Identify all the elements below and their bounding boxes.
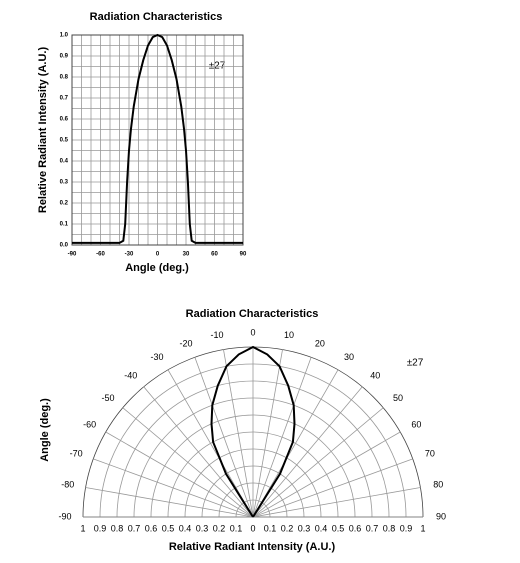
theta-tick-label: -60 [83,419,96,429]
grid-spoke [252,349,283,518]
y-tick-label: 0.2 [60,201,69,207]
r-tick-label: 0.7 [128,523,141,533]
curve [210,345,296,518]
grid-spoke [252,386,363,518]
theta-tick-label: 80 [433,479,443,489]
grid-spoke [105,431,254,518]
theta-tick-label: 40 [370,370,380,380]
r-tick-label: 0.5 [332,523,345,533]
r-tick-label: 1 [80,523,85,533]
theta-tick-label: -20 [180,338,193,348]
r-tick-label: 0.7 [366,523,379,533]
grid-spoke [252,357,312,518]
r-tick-label: 0.3 [298,523,311,533]
annotation: ±27 [407,358,424,369]
grid-spoke [194,357,254,518]
r-tick-label: 0.4 [315,523,328,533]
r-tick-label: 0.6 [349,523,362,533]
grid-spoke [223,349,254,518]
theta-tick-label: 0 [250,327,255,337]
theta-tick-label: 90 [436,511,446,521]
y-tick-label: 1.0 [60,33,69,39]
theta-axis-label: Angle (deg.) [39,398,51,462]
chart-title: Radiation Characteristics [90,11,223,23]
r-axis-label: Relative Radiant Intensity (A.U.) [169,541,336,553]
grid-spoke [143,386,254,518]
r-tick-label: 0.9 [400,523,413,533]
theta-tick-label: -70 [70,448,83,458]
x-tick-label: 30 [183,252,190,258]
grid-spoke [252,407,384,518]
x-tick-label: 60 [211,252,218,258]
x-tick-label: -90 [68,252,77,258]
theta-tick-label: -90 [58,511,71,521]
theta-tick-label: 70 [425,448,435,458]
theta-tick-label: 10 [284,330,294,340]
r-tick-label: 0.1 [230,523,243,533]
r-tick-label: 1 [420,523,425,533]
grid-spoke [93,458,254,518]
x-tick-label: 0 [156,252,160,258]
x-tick-label: 90 [240,252,247,258]
r-tick-label: 0 [250,523,255,533]
r-tick-label: 0.6 [145,523,158,533]
grid-spoke [252,487,421,518]
theta-tick-label: -10 [211,330,224,340]
theta-tick-label: 20 [315,338,325,348]
x-tick-label: -30 [125,252,134,258]
y-tick-label: 0.4 [60,159,69,165]
y-tick-label: 0.9 [60,54,69,60]
r-tick-label: 0.5 [162,523,175,533]
y-tick-label: 0.3 [60,180,69,186]
y-tick-label: 0.1 [60,222,69,228]
curve [72,33,243,244]
r-tick-label: 0.8 [111,523,124,533]
grid-spoke [85,487,254,518]
grid-spoke [252,431,401,518]
theta-tick-label: -40 [124,370,137,380]
r-tick-label: 0.3 [196,523,209,533]
r-tick-label: 0.9 [94,523,107,533]
theta-tick-label: -30 [150,352,163,362]
y-tick-label: 0.7 [60,96,69,102]
theta-tick-label: 60 [411,419,421,429]
r-tick-label: 0.2 [213,523,226,533]
y-tick-label: 0.6 [60,117,69,123]
y-tick-label: 0.8 [60,75,69,81]
y-tick-label: 0.5 [60,138,69,144]
chart-title: Radiation Characteristics [186,308,319,320]
r-tick-label: 0.1 [264,523,277,533]
theta-tick-label: 50 [393,393,403,403]
grid-spoke [122,407,254,518]
theta-tick-label: -80 [61,479,74,489]
x-axis-label: Angle (deg.) [125,262,189,274]
r-tick-label: 0.4 [179,523,192,533]
theta-tick-label: 30 [344,352,354,362]
x-tick-label: -60 [96,252,105,258]
theta-tick-label: -50 [102,393,115,403]
y-axis-label: Relative Radiant Intensity (A.U.) [37,47,49,214]
r-tick-label: 0.2 [281,523,294,533]
grid-spoke [252,458,413,518]
r-tick-label: 0.8 [383,523,396,533]
y-tick-label: 0.0 [60,243,69,249]
